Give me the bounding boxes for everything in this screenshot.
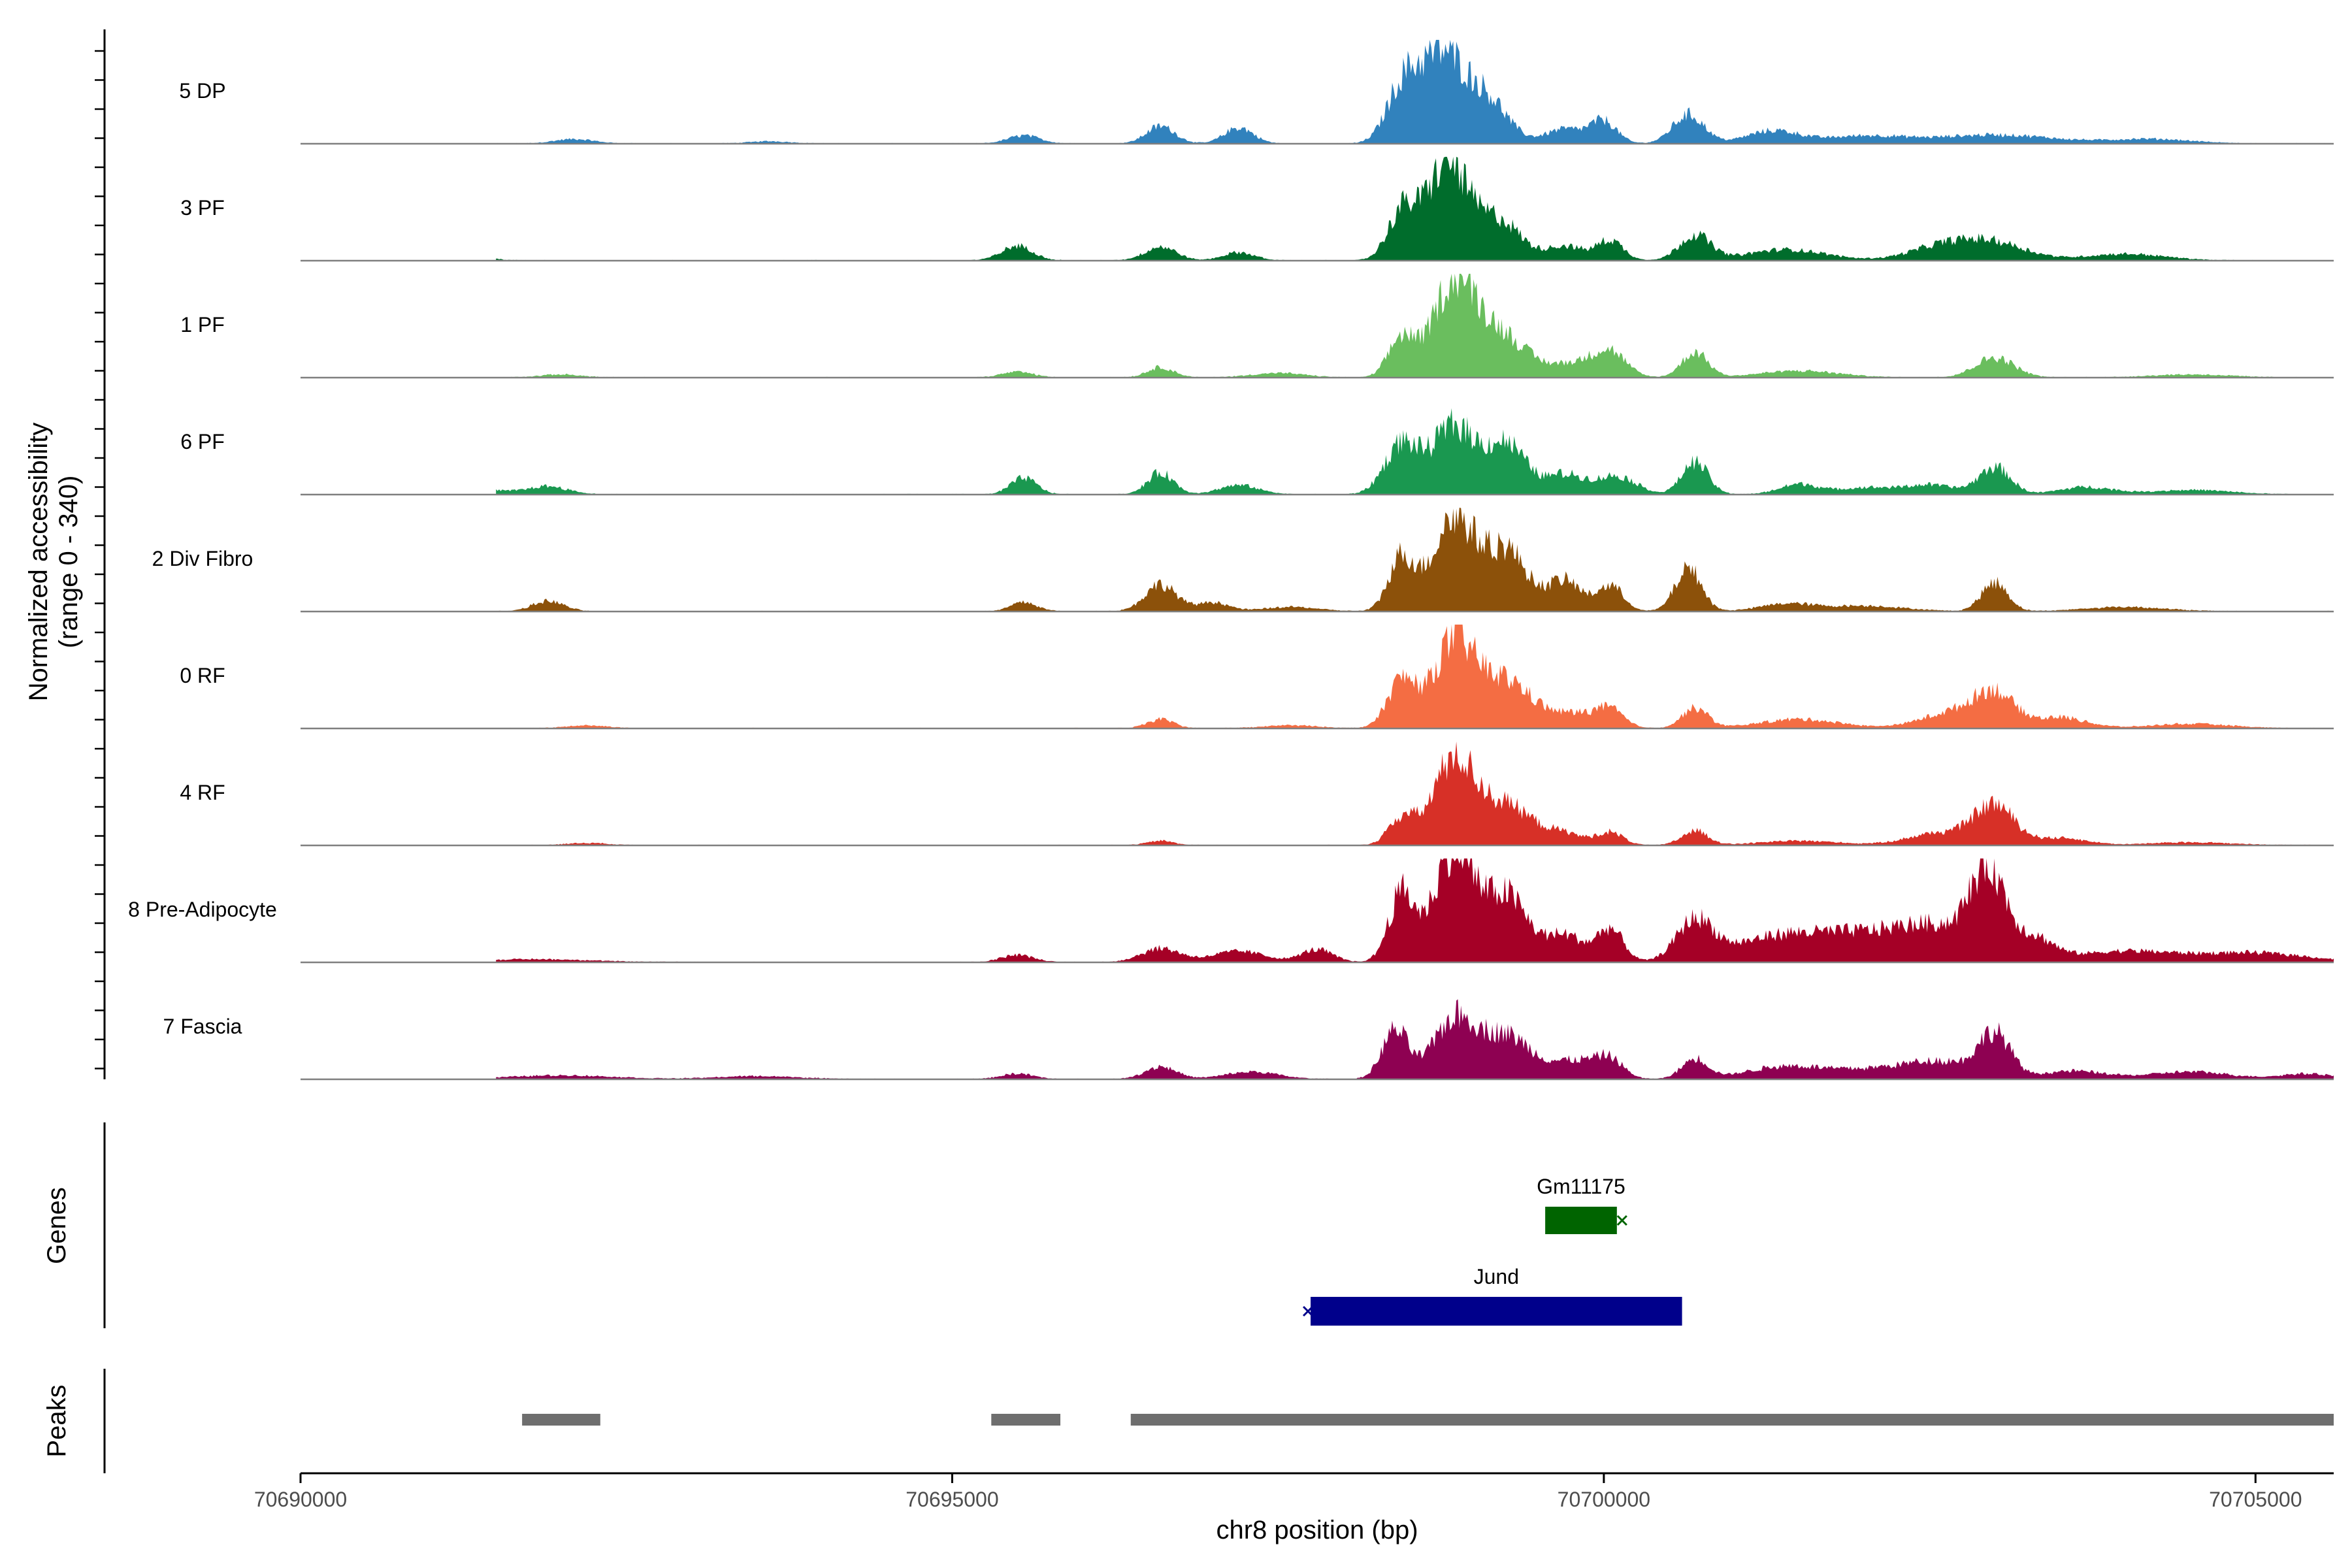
track-label: 7 Fascia [163, 1015, 242, 1038]
gene-label: Gm11175 [1537, 1175, 1625, 1198]
y-axis-title-line1: Normalized accessibility [24, 423, 53, 702]
peaks-panel-title: Peaks [42, 1384, 71, 1457]
peak-region [522, 1414, 600, 1426]
coverage-area [496, 508, 2334, 612]
coverage-area [496, 274, 2334, 378]
track-7-fascia: 7 Fascia [163, 999, 2334, 1081]
coverage-area [496, 625, 2334, 728]
coverage-area [496, 858, 2334, 962]
x-tick-label: 70695000 [906, 1488, 998, 1511]
peaks-panel: Peaks [42, 1369, 2334, 1473]
gene-body [1545, 1207, 1617, 1234]
y-axis-title: Normalized accessibility (range 0 - 340) [24, 423, 83, 702]
track-6-pf: 6 PF [180, 408, 2334, 496]
coverage-axis [95, 29, 106, 1079]
track-5-dp: 5 DP [179, 40, 2334, 145]
strand-marker [1616, 1215, 1627, 1226]
gene-body [1311, 1297, 1682, 1326]
x-axis-ticks: 70690000 70695000 70700000 70705000 [254, 1473, 2302, 1511]
track-2-div-fibro: 2 Div Fibro [152, 508, 2334, 613]
track-8-pre-adipocyte: 8 Pre-Adipocyte [128, 858, 2334, 964]
coverage-area [496, 742, 2334, 845]
track-1-pf: 1 PF [180, 274, 2334, 379]
track-0-rf: 0 RF [180, 625, 2334, 730]
genes-panel: Genes Gm11175 Jund [42, 1122, 1682, 1328]
peak-regions [522, 1414, 2334, 1426]
track-3-pf: 3 PF [180, 157, 2334, 262]
y-axis-title-line2: (range 0 - 340) [54, 476, 83, 649]
coverage-area [496, 408, 2334, 495]
track-label: 6 PF [180, 430, 225, 453]
track-label: 0 RF [180, 664, 225, 687]
track-4-rf: 4 RF [180, 742, 2334, 847]
x-axis-title: chr8 position (bp) [1216, 1516, 1418, 1544]
genes-panel-title: Genes [42, 1187, 71, 1264]
gene-gm11175: Gm11175 [1537, 1175, 1627, 1234]
track-label: 1 PF [180, 313, 225, 336]
peak-region [991, 1414, 1061, 1426]
x-tick-label: 70690000 [254, 1488, 347, 1511]
gene-label: Jund [1474, 1265, 1519, 1288]
x-axis: 70690000 70695000 70700000 70705000 chr8 po… [254, 1472, 2334, 1544]
x-tick-label: 70700000 [1558, 1488, 1650, 1511]
track-label: 3 PF [180, 196, 225, 220]
gene-jund: Jund [1302, 1265, 1682, 1326]
peak-region [1130, 1414, 2334, 1426]
gene-annotations: Gm11175 Jund [1302, 1175, 1682, 1326]
track-label: 8 Pre-Adipocyte [128, 898, 277, 921]
track-label: 5 DP [179, 79, 225, 103]
coverage-area [496, 40, 2334, 144]
track-label: 4 RF [180, 781, 225, 804]
coverage-area [496, 157, 2334, 261]
coverage-tracks: 5 DP 3 PF 1 PF 6 PF 2 Div Fibro 0 RF 4 RF 8 Pre… [128, 40, 2334, 1081]
track-label: 2 Div Fibro [152, 547, 253, 570]
strand-marker [1302, 1305, 1314, 1317]
coverage-area [496, 999, 2334, 1079]
x-tick-label: 70705000 [2209, 1488, 2302, 1511]
